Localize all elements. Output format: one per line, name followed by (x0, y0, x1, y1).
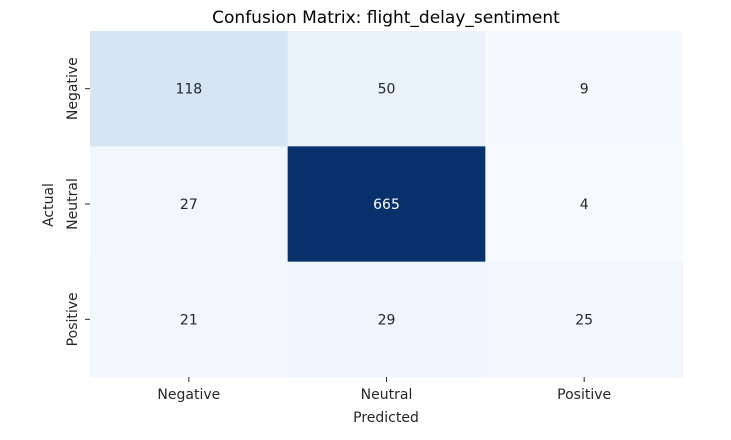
heatmap-cell-1-1 (287, 146, 486, 263)
x-axis-ticks: Negative Neutral Positive (157, 377, 611, 403)
heatmap-cell-1-0 (90, 146, 289, 263)
cell-value-1-1: 665 (373, 197, 400, 213)
y-axis-label: Actual (41, 183, 57, 227)
y-tick-label-1: Neutral (65, 178, 81, 230)
cell-value-0-1: 50 (378, 82, 396, 98)
cell-value-labels: 118 50 9 27 665 4 21 29 25 (175, 82, 593, 329)
x-tick-label-0: Negative (157, 387, 220, 403)
y-tick-label-0: Negative (65, 57, 81, 120)
heatmap-cell-1-2 (485, 146, 684, 263)
cell-value-2-1: 29 (378, 312, 396, 328)
y-tick-label-2: Positive (65, 292, 81, 346)
x-tick-label-2: Positive (557, 387, 611, 403)
heatmap-cell-0-0 (90, 31, 289, 147)
heatmap-cells (90, 31, 684, 378)
cell-value-0-0: 118 (175, 82, 202, 98)
cell-value-0-2: 9 (580, 82, 589, 98)
cell-value-2-2: 25 (575, 312, 593, 328)
x-tick-label-1: Neutral (361, 387, 413, 403)
cell-value-1-0: 27 (180, 197, 198, 213)
chart-title: Confusion Matrix: flight_delay_sentiment (212, 8, 560, 28)
heatmap-cell-2-2 (485, 261, 684, 378)
heatmap-cell-0-1 (287, 31, 486, 147)
cell-value-2-0: 21 (180, 312, 198, 328)
heatmap-cell-2-0 (90, 261, 289, 378)
heatmap-cell-2-1 (287, 261, 486, 378)
cell-value-1-2: 4 (580, 197, 589, 213)
x-axis-label: Predicted (353, 410, 419, 426)
y-axis-ticks: Negative Neutral Positive (65, 57, 90, 346)
heatmap-cell-0-2 (485, 31, 684, 147)
